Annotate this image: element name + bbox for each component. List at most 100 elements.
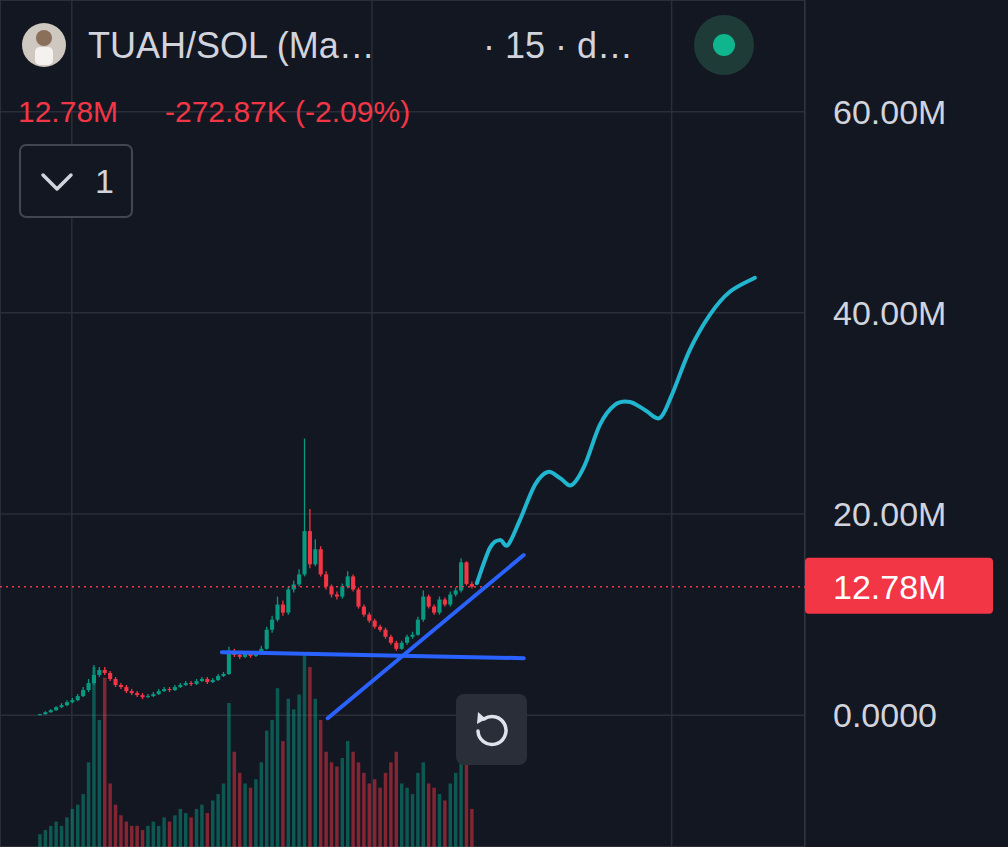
volume-bar	[454, 773, 457, 847]
candle-body	[362, 607, 366, 615]
volume-bar	[422, 762, 425, 847]
candle-body	[54, 707, 58, 710]
volume-bar	[49, 826, 52, 847]
volume-bar	[351, 752, 354, 847]
candle-body	[410, 635, 414, 637]
candle-body	[70, 700, 74, 702]
volume-bar	[108, 783, 111, 847]
volume-bar	[173, 815, 176, 847]
volume-bar	[65, 817, 68, 847]
volume-bar	[470, 809, 473, 847]
volume-bar	[76, 805, 79, 847]
candle-body	[454, 590, 458, 594]
candle-body	[340, 586, 344, 596]
volume-bar	[195, 809, 198, 847]
y-tick-label: 0.0000	[833, 696, 937, 734]
candle-body	[38, 714, 42, 715]
live-ring	[694, 15, 754, 75]
candle-body	[162, 689, 166, 691]
volume-bar	[200, 805, 203, 847]
candle-body	[200, 679, 204, 681]
volume-bar	[443, 800, 446, 847]
volume-bar	[222, 783, 225, 847]
volume-bar	[357, 762, 360, 847]
volume-bar	[38, 834, 41, 847]
candle-body	[103, 670, 107, 673]
plot-frame	[1, 1, 805, 847]
volume-bar	[465, 762, 468, 847]
candle-body	[427, 597, 431, 607]
candle-body	[378, 627, 382, 630]
volume-bar	[125, 822, 128, 847]
candle-body	[135, 693, 139, 695]
volume-bar	[292, 709, 295, 847]
candle-body	[389, 637, 393, 643]
drawn-line	[222, 652, 524, 658]
volume-bar	[168, 822, 171, 847]
candle-body	[140, 695, 144, 697]
volume-bar	[459, 752, 462, 847]
price-badge	[805, 558, 993, 614]
volume-bar	[276, 688, 279, 847]
candle-body	[151, 694, 155, 696]
drawn-line	[477, 278, 755, 583]
avatar-head	[36, 30, 52, 46]
volume-bar	[405, 788, 408, 847]
plot-data	[0, 278, 805, 847]
volume-bar	[308, 667, 311, 847]
volume-bar	[179, 809, 182, 847]
candle-body	[108, 673, 112, 679]
candle-body	[227, 652, 231, 674]
candle-body	[211, 680, 215, 682]
candle-body	[400, 643, 404, 649]
avatar-body	[35, 47, 53, 65]
reset-button[interactable]	[456, 694, 527, 765]
volume-bar	[87, 762, 90, 847]
avatar-bg	[22, 23, 66, 67]
volume-bar	[146, 826, 149, 847]
candle-body	[65, 702, 69, 705]
candle-body	[167, 689, 171, 690]
candle-body	[119, 685, 123, 687]
header-price: 12.78M	[18, 95, 118, 128]
volume-bar	[303, 654, 306, 847]
candle-body	[59, 705, 63, 707]
volume-bar	[395, 752, 398, 847]
volume-bar	[119, 815, 122, 847]
volume-bar	[141, 830, 144, 847]
indicator-toggle[interactable]: 1	[20, 145, 132, 217]
volume-bar	[287, 699, 290, 847]
candle-body	[205, 679, 209, 682]
candle-body	[302, 531, 306, 574]
volume-bar	[71, 809, 74, 847]
volume-bar	[281, 741, 284, 847]
title: TUAH/SOL (Ma…	[88, 25, 375, 66]
candle-body	[216, 676, 220, 680]
candle-body	[448, 595, 452, 605]
volume-bar	[341, 758, 344, 847]
volume-bar	[432, 788, 435, 847]
candle-body	[367, 615, 371, 621]
volume-bar	[152, 822, 155, 847]
candle-body	[221, 674, 225, 676]
volume-bars	[38, 654, 473, 847]
chevron	[43, 175, 71, 189]
candle-body	[421, 597, 425, 620]
candle-body	[297, 574, 301, 584]
volume-bar	[227, 703, 230, 847]
volume-bar	[427, 783, 430, 847]
candle-body	[194, 681, 198, 684]
chart: 0.000020.00M40.00M60.00M12.78MTUAH/SOL (…	[0, 0, 1008, 847]
candle-body	[184, 683, 188, 685]
candle-body	[130, 691, 134, 693]
candle-body	[43, 712, 47, 714]
reset-bg	[456, 694, 527, 765]
volume-bar	[416, 773, 419, 847]
indicator-count: 1	[95, 162, 114, 200]
volume-bar	[319, 720, 322, 847]
volume-bar	[157, 826, 160, 847]
volume-bar	[189, 817, 192, 847]
candle-body	[76, 696, 80, 700]
volume-bar	[297, 695, 300, 847]
candle-body	[308, 531, 312, 564]
